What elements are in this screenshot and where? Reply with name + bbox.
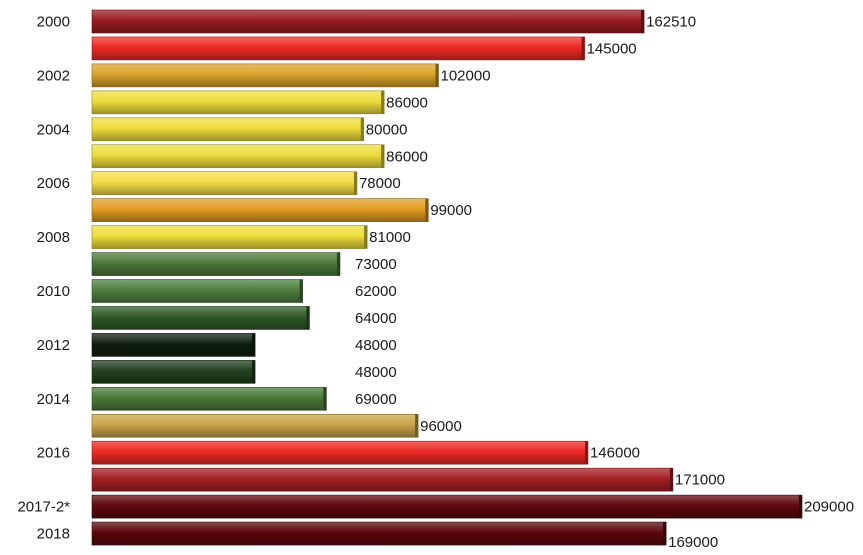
- category-label-8: 2008: [37, 229, 70, 246]
- bar-14: [91, 386, 327, 411]
- bar-4: [91, 117, 365, 142]
- bar-edge-17: [669, 468, 673, 492]
- bar-edge-5: [381, 144, 385, 168]
- value-label-13: 48000: [355, 364, 397, 381]
- value-label-10: 62000: [355, 283, 397, 300]
- value-label-11: 64000: [355, 310, 397, 327]
- category-label-4: 2004: [37, 121, 70, 138]
- bar-10: [91, 279, 303, 303]
- bars-layer: [91, 9, 803, 546]
- bar-edge-1: [581, 36, 585, 60]
- value-label-0: 162510: [646, 14, 696, 31]
- bar-19: [91, 521, 667, 546]
- bar-7: [91, 198, 429, 222]
- bar-17: [91, 467, 674, 492]
- category-label-10: 2010: [37, 283, 70, 300]
- bar-18: [91, 494, 803, 519]
- value-label-4: 80000: [366, 121, 408, 138]
- bar-edge-18: [799, 495, 802, 519]
- value-label-8: 81000: [369, 229, 411, 246]
- category-label-2: 2002: [37, 67, 70, 84]
- bar-edge-10: [299, 279, 303, 303]
- category-label-18: 2017-2*: [17, 499, 70, 516]
- value-label-2: 102000: [441, 67, 491, 84]
- bar-edge-7: [425, 198, 429, 222]
- bar-edge-9: [336, 252, 340, 276]
- value-label-14: 69000: [355, 391, 397, 408]
- bar-edge-13: [252, 360, 256, 384]
- category-label-6: 2006: [37, 175, 70, 192]
- category-label-12: 2012: [37, 337, 70, 354]
- bar-edge-14: [323, 387, 327, 411]
- bar-edge-19: [663, 522, 667, 546]
- value-label-5: 86000: [386, 148, 428, 165]
- bar-12: [91, 333, 256, 357]
- bar-edge-2: [435, 63, 439, 87]
- value-label-9: 73000: [355, 256, 397, 273]
- bar-3: [91, 90, 385, 115]
- value-label-6: 78000: [359, 175, 401, 192]
- bar-8: [91, 225, 368, 249]
- bar-13: [91, 360, 256, 384]
- bar-6: [91, 171, 358, 195]
- bar-2: [91, 63, 439, 88]
- bar-edge-0: [641, 10, 645, 33]
- value-label-18: 209000: [804, 499, 854, 516]
- bar-9: [91, 252, 341, 276]
- category-label-19: 2018: [37, 526, 70, 543]
- bar-1: [91, 36, 585, 61]
- bar-edge-3: [381, 90, 385, 114]
- bar-edge-11: [306, 306, 310, 330]
- bar-edge-8: [364, 225, 368, 249]
- bar-edge-12: [252, 333, 256, 357]
- bar-edge-6: [353, 171, 357, 195]
- value-label-1: 145000: [587, 40, 637, 57]
- category-label-0: 2000: [37, 14, 70, 31]
- bar-5: [91, 144, 385, 169]
- labels-layer: 2000 162510 145000 2002 102000 86000 2004 80000…: [17, 14, 854, 552]
- bar-15: [91, 413, 419, 438]
- value-label-15: 96000: [420, 418, 462, 435]
- value-label-19: 169000: [668, 534, 718, 551]
- bar-16: [91, 440, 589, 465]
- value-label-17: 171000: [675, 472, 725, 489]
- value-label-16: 146000: [590, 445, 640, 462]
- value-label-3: 86000: [386, 94, 428, 111]
- value-label-7: 99000: [430, 202, 472, 219]
- category-label-14: 2014: [37, 391, 70, 408]
- bar-edge-16: [584, 441, 588, 465]
- value-label-12: 48000: [355, 337, 397, 354]
- bar-0: [91, 9, 645, 34]
- bar-edge-4: [360, 117, 364, 141]
- bar-11: [91, 306, 310, 330]
- category-label-16: 2016: [37, 445, 70, 462]
- bar-edge-15: [415, 414, 419, 438]
